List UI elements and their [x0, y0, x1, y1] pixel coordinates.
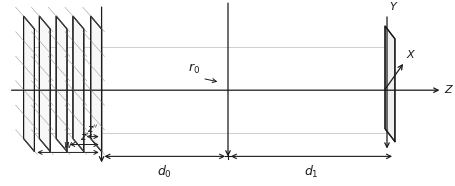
Text: Y: Y: [388, 2, 395, 12]
Text: $w$: $w$: [63, 140, 73, 150]
Polygon shape: [39, 16, 50, 151]
Text: $d_0$: $d_0$: [157, 164, 172, 180]
Polygon shape: [24, 16, 34, 151]
Text: $z'$: $z'$: [80, 131, 89, 142]
Text: $r_0$: $r_0$: [188, 62, 200, 76]
Text: Z: Z: [443, 85, 451, 95]
Polygon shape: [384, 26, 394, 142]
Polygon shape: [91, 16, 101, 151]
Text: $d_1$: $d_1$: [303, 164, 318, 180]
Text: X: X: [406, 50, 414, 60]
Polygon shape: [73, 16, 84, 151]
Polygon shape: [56, 16, 67, 151]
Text: $z''$: $z''$: [87, 123, 98, 135]
